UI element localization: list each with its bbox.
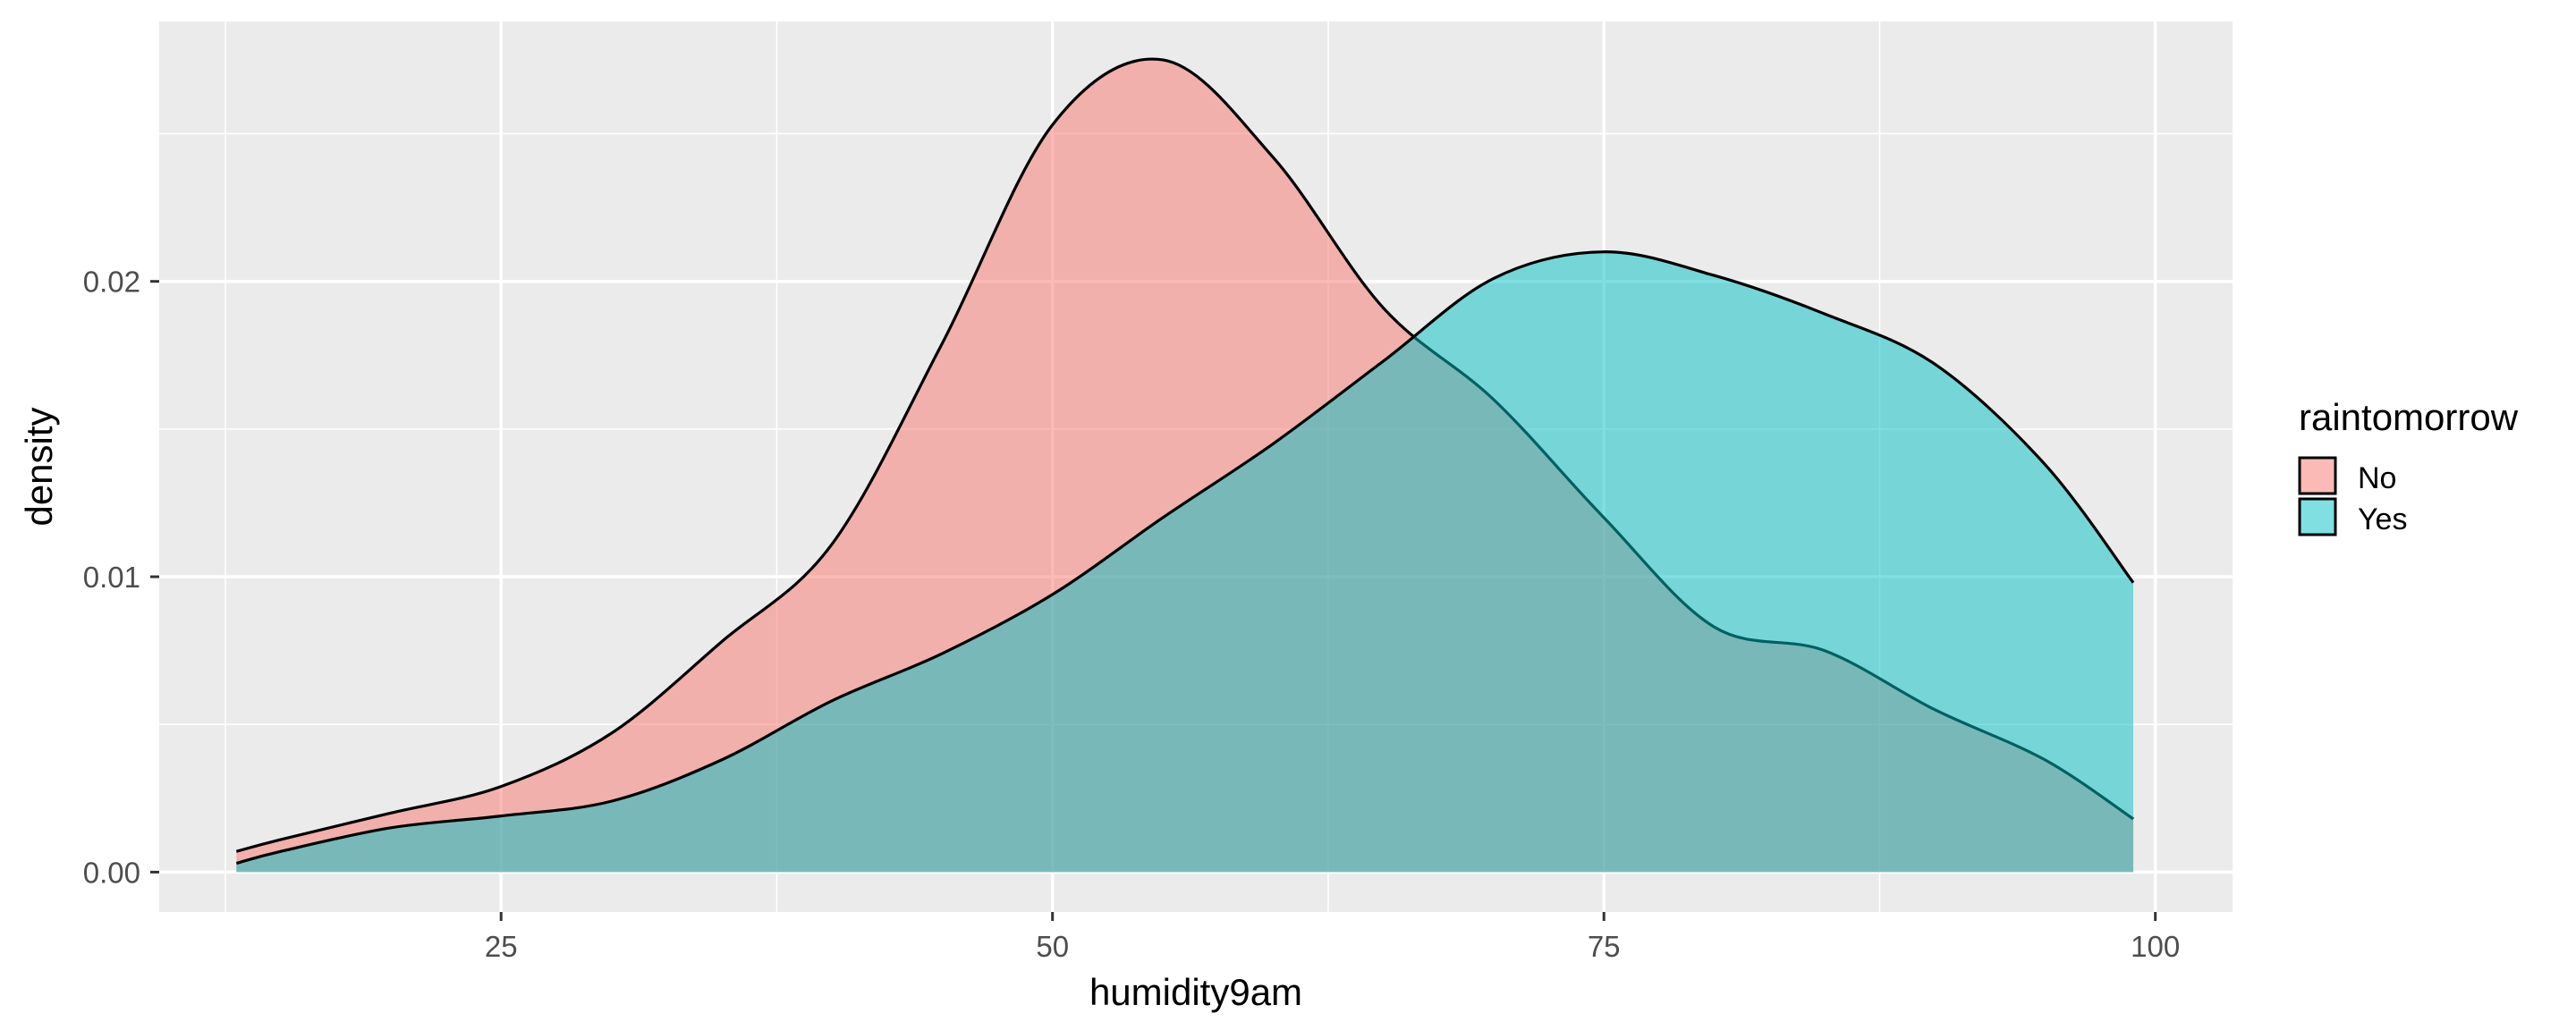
- x-axis-title: humidity9am: [1089, 971, 1302, 1013]
- legend-key-no: [2298, 456, 2337, 495]
- x-tick-label: 75: [1588, 930, 1621, 963]
- legend-item-yes: Yes: [2298, 497, 2407, 536]
- y-axis-title: density: [18, 407, 60, 526]
- x-tick-labels: 25 50 75 100: [485, 930, 2180, 963]
- y-tick-labels: 0.00 0.01 0.02: [83, 266, 140, 890]
- density-area-yes: [236, 251, 2134, 873]
- y-tick-label: 0.00: [83, 856, 140, 889]
- x-tick-label: 25: [485, 930, 518, 963]
- legend-key-yes: [2298, 497, 2337, 536]
- legend-label-no: No: [2358, 461, 2396, 495]
- density-line-yes: [235, 250, 2135, 865]
- axis-ticks: [150, 280, 2157, 921]
- y-tick-label: 0.01: [83, 561, 140, 594]
- legend-item-no: No: [2298, 456, 2396, 495]
- legend-title: raintomorrow: [2299, 396, 2519, 438]
- legend-label-yes: Yes: [2358, 502, 2407, 536]
- density-areas: [235, 57, 2135, 873]
- x-tick-label: 100: [2131, 930, 2180, 963]
- y-tick-label: 0.02: [83, 266, 140, 299]
- x-tick-label: 50: [1036, 930, 1069, 963]
- legend: raintomorrow No Yes: [2298, 396, 2519, 536]
